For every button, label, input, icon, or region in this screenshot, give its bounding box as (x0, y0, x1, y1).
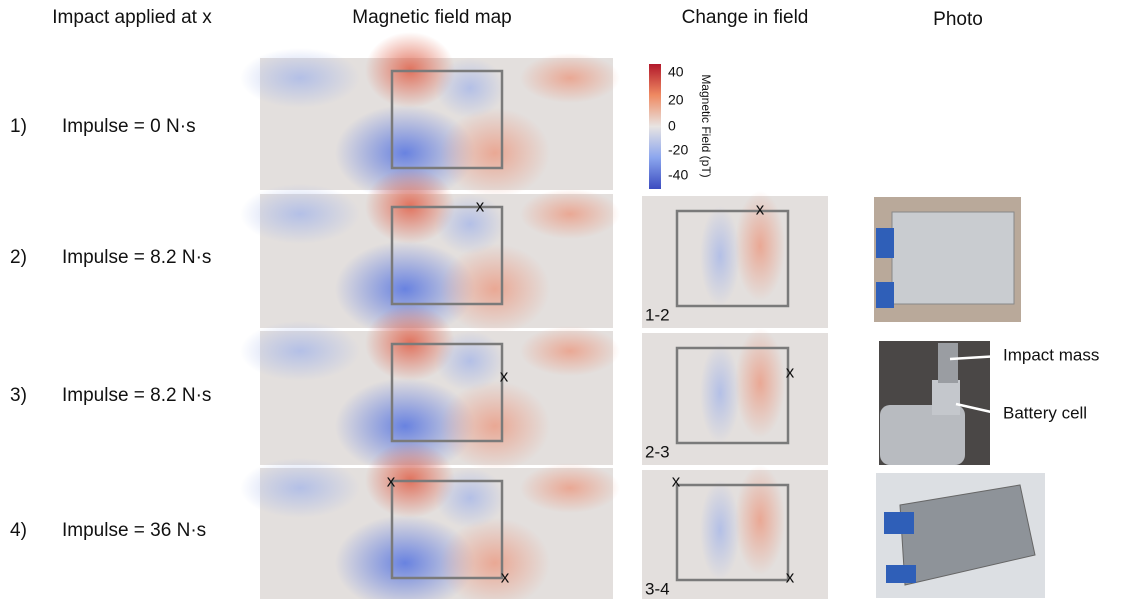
cell-outline (390, 69, 504, 170)
header: Impact applied at x Magnetic field map C… (52, 7, 983, 30)
impact-marker: x (672, 471, 681, 490)
field-blob (435, 194, 505, 254)
impact-marker: x (786, 362, 795, 381)
colorbar-tick: 40 (668, 64, 684, 80)
cell-outline (675, 483, 790, 582)
field-blob (735, 465, 785, 575)
row-label: Impulse = 8.2 N·s (62, 385, 211, 406)
field-blob (435, 58, 505, 118)
row-index: 4) (10, 520, 27, 541)
field-blob (440, 381, 550, 471)
field-blob (240, 458, 360, 518)
photo-cell (891, 211, 1015, 305)
impact-marker: x (501, 567, 510, 586)
row-index: 3) (10, 385, 27, 406)
row-label: Impulse = 0 N·s (62, 116, 196, 137)
field-blob (700, 206, 740, 306)
difference-label: 1-2 (645, 305, 670, 324)
cell-outline (675, 209, 790, 308)
field-blob (440, 244, 550, 334)
field-blob (240, 48, 360, 108)
column-title: Magnetic field map (352, 7, 511, 28)
impact-marker: x (476, 196, 485, 215)
difference-label: 2-3 (645, 442, 670, 461)
field-blob (240, 184, 360, 244)
field-blob (520, 326, 620, 376)
field-blob (440, 108, 550, 198)
field-blob (735, 328, 785, 438)
colorbar-tick: 20 (668, 92, 684, 108)
impact-marker: x (500, 366, 509, 385)
field-blob (520, 189, 620, 239)
column-title: Change in field (682, 7, 809, 28)
maps: 1-2 2-3 3-4 x x x x x x x x (240, 32, 828, 599)
annotation: Battery cell (1003, 403, 1087, 422)
colorbar-tick: -40 (668, 167, 688, 183)
cell-outline (675, 346, 790, 445)
row-label: Impulse = 8.2 N·s (62, 247, 211, 268)
difference-label: 3-4 (645, 579, 670, 598)
colorbar-scale (649, 64, 661, 189)
photos: Impact mass Battery cell (874, 197, 1099, 598)
colorbar: 40 20 0 -20 -40 Magnetic Field (pT) (649, 64, 713, 189)
field-blob (520, 53, 620, 103)
impact-marker: x (756, 199, 765, 218)
impact-marker: x (786, 567, 795, 586)
field-blob (335, 378, 475, 474)
field-blob (520, 463, 620, 513)
annotation: Impact mass (1003, 345, 1099, 364)
colorbar-tick: 0 (668, 118, 676, 134)
field-blob (735, 191, 785, 301)
colorbar-tick: -20 (668, 142, 688, 158)
field-blob (335, 105, 475, 201)
cell-outline (390, 479, 504, 580)
field-blob (435, 331, 505, 391)
row-index: 1) (10, 116, 27, 137)
column-title: Photo (933, 9, 983, 30)
row-label: Impulse = 36 N·s (62, 520, 206, 541)
row-index: 2) (10, 247, 27, 268)
field-blob (700, 343, 740, 443)
field-blob (700, 480, 740, 580)
cell-outline (390, 205, 504, 306)
field-blob (335, 241, 475, 337)
impact-marker: x (387, 471, 396, 490)
colorbar-title: Magnetic Field (pT) (699, 74, 713, 177)
cell-outline (390, 342, 504, 443)
field-blob (240, 321, 360, 381)
column-title: Impact applied at x (52, 7, 212, 28)
field-blob (435, 468, 505, 528)
